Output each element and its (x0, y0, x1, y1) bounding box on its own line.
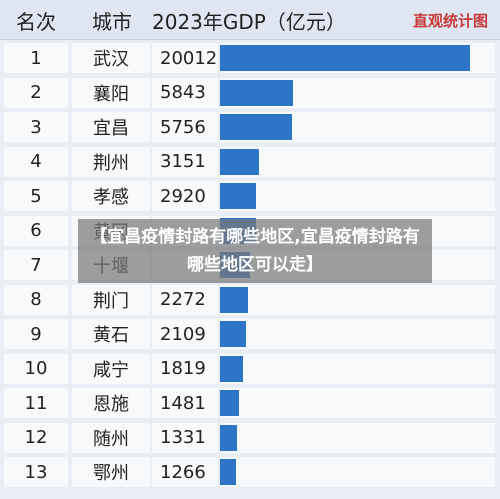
gdp-bar (220, 286, 249, 313)
bar-track (220, 181, 495, 211)
table-row: 8 荆门 2272 (0, 282, 500, 318)
rank-cell: 13 (4, 457, 68, 487)
gdp-bar (220, 459, 236, 485)
gdp-bar (220, 355, 243, 382)
table-row: 11 恩施 1481 (0, 385, 500, 421)
city-cell: 荆州 (72, 146, 150, 177)
table-row: 4 荆州 3151 (0, 144, 500, 180)
table-row: 10 咸宁 1819 (0, 351, 500, 387)
bar-track (220, 457, 495, 487)
gdp-bar (220, 45, 470, 71)
bar-track (220, 43, 495, 73)
table-row: 2 襄阳 5843 (0, 75, 500, 111)
gdp-bar (220, 424, 237, 451)
gdp-bar (220, 321, 247, 347)
caption-text: 【宜昌疫情封路有哪些地区,宜昌疫情封路有哪些地区可以走】 (90, 227, 420, 275)
gdp-value-label: 1331 (152, 422, 218, 453)
gdp-value-label: 1819 (152, 353, 218, 384)
bar-track (220, 284, 495, 315)
gdp-value-label: 5843 (152, 77, 218, 108)
gdp-bar (220, 114, 292, 140)
rank-cell: 10 (4, 353, 68, 384)
gdp-value-label: 3151 (152, 146, 218, 177)
city-cell: 荆门 (72, 284, 150, 315)
table-row: 1 武汉 20012 (0, 40, 500, 76)
gdp-bar (220, 183, 257, 209)
city-cell: 恩施 (72, 388, 150, 418)
city-cell: 黄石 (72, 319, 150, 349)
rank-cell: 5 (4, 181, 68, 211)
rank-header: 名次 (16, 9, 56, 34)
gdp-value-label: 2920 (152, 181, 218, 211)
table-row: 13 鄂州 1266 (0, 454, 500, 490)
rank-cell: 4 (4, 146, 68, 177)
city-cell: 襄阳 (72, 77, 150, 108)
gdp-bar (220, 148, 260, 175)
gdp-value-label: 1266 (152, 457, 218, 487)
bar-track (220, 388, 495, 418)
city-cell: 咸宁 (72, 353, 150, 384)
city-cell: 武汉 (72, 43, 150, 73)
table-row: 3 宜昌 5756 (0, 109, 500, 145)
gdp-bar (220, 79, 293, 106)
header-divider (0, 39, 500, 40)
rank-cell: 2 (4, 77, 68, 108)
gdp-value-label: 2109 (152, 319, 218, 349)
city-cell: 宜昌 (72, 112, 150, 142)
gdp-header: 2023年GDP（亿元） (152, 9, 346, 34)
gdp-bar (220, 390, 239, 416)
rank-cell: 12 (4, 422, 68, 453)
bar-track (220, 146, 495, 177)
city-cell: 孝感 (72, 181, 150, 211)
table-row: 5 孝感 2920 (0, 178, 500, 214)
caption-overlay: 【宜昌疫情封路有哪些地区,宜昌疫情封路有哪些地区可以走】 (78, 219, 432, 283)
city-header: 城市 (92, 9, 132, 34)
city-cell: 随州 (72, 422, 150, 453)
rank-cell: 9 (4, 319, 68, 349)
bar-track (220, 112, 495, 142)
bar-track (220, 319, 495, 349)
bar-track (220, 77, 495, 108)
bar-track (220, 353, 495, 384)
brand-label: 直观统计图 (412, 12, 488, 30)
gdp-value-label: 1481 (152, 388, 218, 418)
city-cell: 鄂州 (72, 457, 150, 487)
rank-cell: 3 (4, 112, 68, 142)
rank-cell: 1 (4, 43, 68, 73)
table-row: 12 随州 1331 (0, 420, 500, 456)
table-row: 9 黄石 2109 (0, 316, 500, 352)
rank-cell: 7 (4, 250, 68, 280)
gdp-value-label: 2272 (152, 284, 218, 315)
gdp-value-label: 5756 (152, 112, 218, 142)
rank-cell: 8 (4, 284, 68, 315)
rank-cell: 6 (4, 215, 68, 246)
table-header: 名次 城市 2023年GDP（亿元） 直观统计图 (0, 0, 500, 40)
rank-cell: 11 (4, 388, 68, 418)
bar-track (220, 422, 495, 453)
gdp-value-label: 20012 (152, 43, 218, 73)
